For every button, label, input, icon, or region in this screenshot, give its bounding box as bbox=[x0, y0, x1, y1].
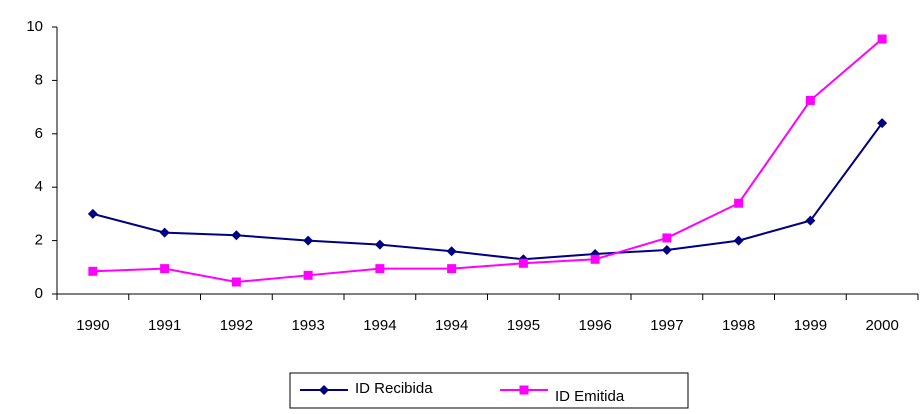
point bbox=[88, 266, 98, 276]
point bbox=[87, 208, 98, 219]
x-tick-label: 1996 bbox=[578, 317, 611, 334]
x-tick-label: 1993 bbox=[291, 317, 324, 334]
point bbox=[805, 215, 816, 226]
point bbox=[159, 227, 170, 238]
point bbox=[590, 248, 601, 259]
legend-box bbox=[289, 372, 689, 409]
y-tick-label: 2 bbox=[35, 232, 43, 249]
x-tick-label: 1994 bbox=[363, 317, 396, 334]
legend-label: ID Recibida bbox=[355, 380, 433, 397]
point bbox=[231, 230, 242, 241]
point bbox=[662, 233, 672, 243]
legend-label: ID Emitida bbox=[555, 388, 625, 405]
y-tick-label: 6 bbox=[35, 125, 43, 142]
point bbox=[374, 239, 385, 250]
point bbox=[375, 264, 385, 274]
y-tick-label: 0 bbox=[35, 285, 43, 302]
point bbox=[303, 235, 314, 246]
y-tick-label: 4 bbox=[35, 178, 43, 195]
point bbox=[734, 198, 744, 208]
x-tick-label: 1994 bbox=[435, 317, 468, 334]
x-tick-label: 1991 bbox=[148, 317, 181, 334]
point bbox=[518, 258, 528, 268]
series-line bbox=[92, 38, 883, 283]
legend-marker bbox=[519, 385, 529, 395]
x-tick-label: 1992 bbox=[220, 317, 253, 334]
y-tick-label: 8 bbox=[35, 71, 43, 88]
point bbox=[447, 264, 457, 274]
point bbox=[160, 264, 170, 274]
x-tick-label: 1990 bbox=[76, 317, 109, 334]
series-line bbox=[92, 122, 883, 261]
x-tick-label: 1995 bbox=[507, 317, 540, 334]
point bbox=[733, 235, 744, 246]
point bbox=[446, 246, 457, 257]
legend-marker bbox=[319, 385, 329, 395]
point bbox=[303, 270, 313, 280]
point bbox=[661, 244, 672, 255]
point bbox=[877, 118, 888, 129]
point bbox=[231, 277, 241, 287]
point bbox=[805, 95, 815, 105]
point bbox=[590, 254, 600, 264]
y-tick-label: 10 bbox=[26, 18, 43, 35]
x-tick-label: 2000 bbox=[865, 317, 898, 334]
x-tick-label: 1998 bbox=[722, 317, 755, 334]
x-tick-label: 1997 bbox=[650, 317, 683, 334]
x-tick-label: 1999 bbox=[794, 317, 827, 334]
point bbox=[877, 34, 887, 44]
